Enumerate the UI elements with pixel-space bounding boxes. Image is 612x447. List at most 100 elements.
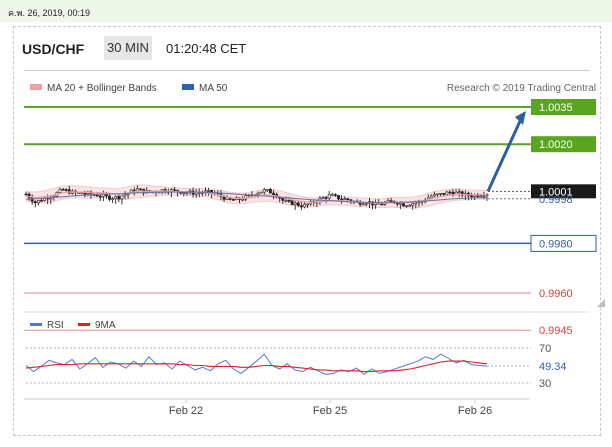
level-0-9945-label: 0.9945 (539, 325, 573, 337)
candle-body (207, 190, 210, 192)
candle-body (380, 203, 384, 206)
candle-body (281, 198, 285, 201)
projection-arrow (486, 111, 526, 192)
candle-body (111, 198, 115, 200)
candle-body (439, 193, 443, 195)
candle-body (24, 193, 28, 196)
candle-body (414, 202, 418, 205)
top-bar: ค.พ. 26, 2019, 00:19 (0, 0, 612, 22)
ma50-legend-label: MA 50 (199, 83, 228, 94)
candle-body (346, 198, 350, 201)
candle-body (95, 194, 99, 197)
rsi-legend-label: RSI (47, 320, 64, 331)
candle-body (61, 189, 65, 191)
candle-body (448, 191, 452, 194)
moving-averages (25, 190, 488, 204)
candle-body (445, 191, 449, 195)
candle-body (337, 195, 340, 200)
candle-body (460, 191, 464, 196)
candle-body (64, 189, 68, 191)
level-1-0001-tag (531, 184, 596, 199)
x-tick-label: Feb 26 (458, 405, 492, 417)
candle-body (290, 200, 294, 205)
candle-body (340, 198, 344, 201)
candle-body (457, 191, 461, 193)
ma50-line (25, 191, 488, 204)
candle-body (361, 203, 365, 206)
candle-body (321, 197, 325, 199)
candle-body (40, 200, 43, 202)
candle-body (470, 195, 473, 198)
candle-body (364, 202, 368, 205)
candle-body (117, 196, 121, 200)
candle-body (330, 194, 334, 196)
candle-body (408, 205, 412, 207)
arrow-shaft (486, 118, 523, 192)
candle-body (451, 191, 455, 195)
rsi-ma-line (25, 360, 488, 373)
bollinger-lower (25, 194, 488, 209)
candle-body (405, 205, 409, 207)
rsi-legend-swatch (30, 323, 42, 326)
ma20-legend-label: MA 20 + Bollinger Bands (47, 83, 157, 94)
candle-body (120, 195, 124, 200)
candle-body (173, 189, 176, 191)
candle-body (436, 193, 439, 196)
candle-body (272, 192, 275, 195)
arrow-head (515, 111, 526, 125)
rsi-panel: 70 49.34 30 (25, 343, 567, 390)
candle-body (287, 200, 291, 202)
level-1-0001-label: 1.0001 (539, 186, 573, 198)
candle-body (306, 203, 310, 206)
level-0-9960-label: 0.9960 (539, 288, 573, 300)
candle-body (479, 195, 483, 198)
rsi-level-70-label: 70 (539, 343, 551, 355)
candle-body (402, 202, 405, 207)
candle-body (262, 189, 266, 193)
ma20-legend-swatch (30, 84, 42, 90)
candle-body (114, 196, 118, 199)
candle-body (33, 201, 37, 204)
chart-card (13, 26, 601, 436)
level-0-9980-label: 0.9980 (539, 238, 573, 250)
candle-body (108, 195, 111, 200)
candle-body (293, 202, 297, 205)
candle-body (139, 188, 142, 191)
rsi-level-30-label: 30 (539, 378, 551, 390)
candle-body (432, 193, 436, 197)
header-divider (24, 70, 590, 71)
level-1-0035-tag (531, 99, 596, 115)
candle-body (343, 198, 347, 200)
candle-body (123, 194, 127, 197)
candle-body (389, 200, 393, 202)
candle-body (296, 202, 300, 206)
candle-body (482, 195, 486, 198)
level-1-0035-label: 1.0035 (539, 102, 573, 114)
chart-time: 01:20:48 CET (166, 41, 247, 56)
candle-body (30, 197, 34, 202)
candle-body (58, 189, 62, 193)
currency-pair: USD/CHF (22, 41, 85, 57)
resize-handle-icon[interactable] (597, 299, 605, 307)
candle-body (333, 194, 337, 196)
rsi-ma-legend-swatch (78, 323, 90, 326)
timeframe-badge[interactable]: 30 MIN (104, 36, 152, 60)
candle-body (36, 200, 40, 204)
rsi-line (25, 353, 488, 375)
timestamp: ค.พ. 26, 2019, 00:19 (8, 8, 91, 18)
rsi-level-49-34-label: 49.34 (539, 361, 567, 373)
candle-body (98, 195, 102, 198)
candle-body (182, 192, 186, 194)
candle-body (268, 189, 272, 194)
chart-credit: Research © 2019 Trading Central (447, 83, 596, 94)
candle-body (241, 198, 245, 201)
candle-body (327, 194, 331, 199)
x-tick-label: Feb 25 (313, 405, 347, 417)
level-0-9980-tag (530, 234, 597, 252)
candle-body (231, 199, 235, 201)
candle-body (256, 192, 260, 196)
candle-body (284, 200, 288, 202)
candle-body (411, 203, 415, 206)
